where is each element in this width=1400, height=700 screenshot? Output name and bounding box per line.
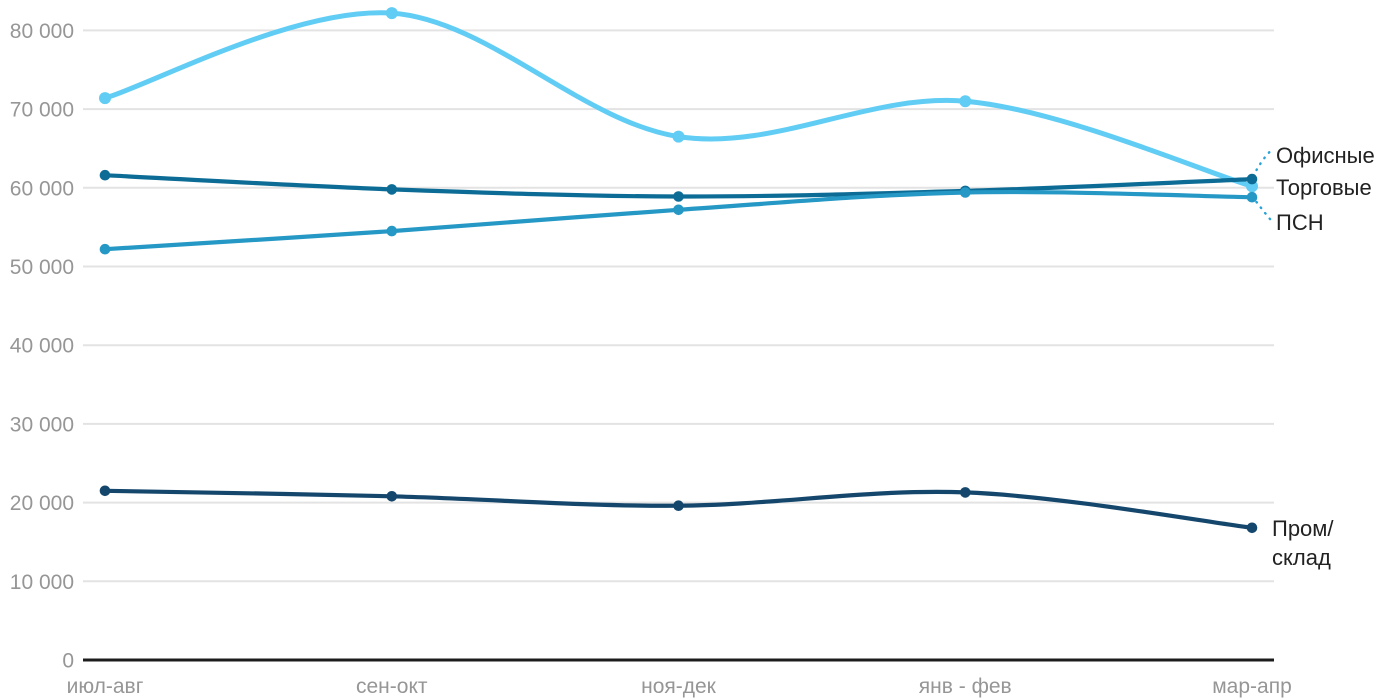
y-axis-tick-label-70000: 70 000 bbox=[10, 99, 74, 122]
data-point-ПСН-3[interactable] bbox=[673, 204, 684, 216]
y-axis-tick-label-50000: 50 000 bbox=[10, 256, 74, 279]
series-end-label-torgovye: Торговые bbox=[1276, 175, 1372, 200]
x-axis-tick-label-3: ноя-дек bbox=[641, 675, 717, 698]
data-point-Пром/склад-5[interactable] bbox=[1246, 522, 1258, 534]
series-line-Торговые bbox=[102, 10, 1255, 189]
leader-line-ofisnye bbox=[1255, 147, 1274, 172]
data-point-Пром/склад-4[interactable] bbox=[960, 487, 971, 498]
x-axis-tick-label-5: мар-апр bbox=[1212, 675, 1292, 698]
y-axis-tick-label-10000: 10 000 bbox=[10, 571, 74, 594]
series-end-label-prom-sklad-line1: Пром/ bbox=[1272, 516, 1334, 541]
x-axis-tick-label-4: янв - фев bbox=[919, 675, 1012, 698]
data-point-Офисные-3[interactable] bbox=[673, 191, 684, 202]
data-point-Офисные-5[interactable] bbox=[1246, 173, 1258, 185]
data-point-Торговые-4[interactable] bbox=[959, 95, 972, 108]
data-point-Торговые-3[interactable] bbox=[672, 130, 685, 143]
data-point-Пром/склад-1[interactable] bbox=[99, 485, 111, 497]
data-point-ПСН-4[interactable] bbox=[960, 187, 971, 198]
data-point-Офисные-2[interactable] bbox=[386, 184, 398, 195]
data-point-Торговые-1[interactable] bbox=[99, 92, 111, 105]
series-end-label-psn: ПСН bbox=[1276, 210, 1324, 235]
data-point-Торговые-2[interactable] bbox=[385, 7, 398, 20]
y-axis-tick-label-60000: 60 000 bbox=[10, 177, 74, 200]
series-end-label-prom-sklad-line2: склад bbox=[1272, 545, 1331, 570]
x-axis-tick-label-1: июл-авг bbox=[67, 675, 144, 698]
y-axis-tick-label-40000: 40 000 bbox=[10, 335, 74, 358]
y-axis-tick-label-80000: 80 000 bbox=[10, 20, 74, 43]
data-point-ПСН-2[interactable] bbox=[386, 225, 398, 237]
data-point-ПСН-1[interactable] bbox=[99, 243, 111, 255]
series-end-label-ofisnye: Офисные bbox=[1276, 143, 1375, 168]
data-point-Пром/склад-3[interactable] bbox=[673, 500, 684, 512]
y-axis-tick-label-20000: 20 000 bbox=[10, 492, 74, 515]
series-end-label-prom-sklad: Пром/ склад bbox=[1272, 514, 1334, 572]
data-point-Офисные-1[interactable] bbox=[99, 169, 111, 181]
leader-line-psn bbox=[1255, 200, 1274, 224]
y-axis-tick-label-30000: 30 000 bbox=[10, 413, 74, 436]
data-point-Пром/склад-2[interactable] bbox=[386, 491, 398, 502]
x-axis-tick-label-2: сен-окт bbox=[356, 675, 428, 698]
data-point-ПСН-5[interactable] bbox=[1246, 191, 1258, 203]
y-axis-tick-label-0: 0 bbox=[62, 650, 74, 673]
